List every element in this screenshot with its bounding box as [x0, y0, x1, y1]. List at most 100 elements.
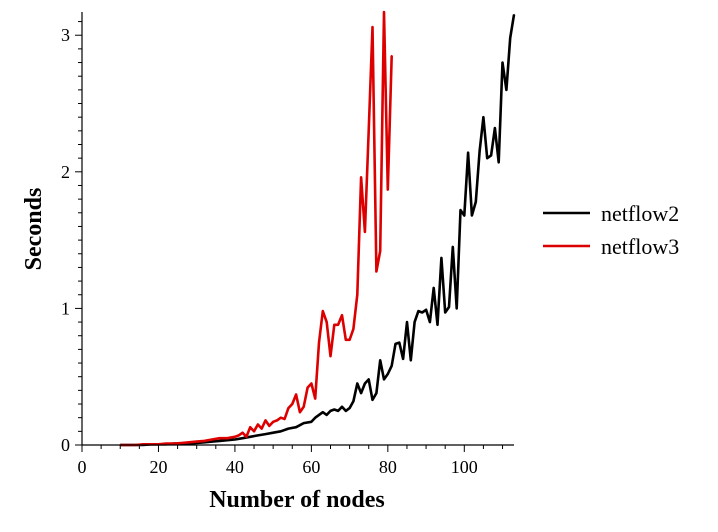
- data-point-netflow2: [272, 431, 275, 434]
- data-point-netflow3: [295, 393, 297, 396]
- data-point-netflow3: [241, 431, 244, 434]
- data-point-netflow3: [364, 231, 366, 233]
- data-point-netflow2: [218, 440, 221, 442]
- data-point-netflow2: [280, 430, 282, 433]
- data-point-netflow2: [367, 378, 370, 381]
- data-point-netflow3: [283, 418, 286, 420]
- data-point-netflow3: [188, 441, 190, 444]
- data-point-netflow3: [245, 436, 248, 438]
- data-point-netflow2: [364, 382, 366, 385]
- data-point-netflow2: [505, 89, 508, 91]
- data-point-netflow3: [264, 419, 267, 422]
- data-point-netflow2: [302, 422, 305, 424]
- y-tick-label: 0: [61, 435, 70, 455]
- data-point-netflow3: [257, 423, 259, 426]
- data-point-netflow2: [241, 437, 244, 440]
- data-point-netflow3: [390, 54, 393, 57]
- data-point-netflow3: [352, 328, 355, 330]
- data-point-netflow3: [371, 26, 374, 28]
- data-point-netflow2: [387, 373, 389, 375]
- data-point-netflow2: [417, 310, 420, 312]
- data-point-netflow2: [257, 434, 259, 437]
- data-point-netflow3: [379, 250, 382, 252]
- data-point-netflow2: [398, 341, 401, 344]
- data-point-netflow3: [302, 406, 305, 408]
- data-point-netflow2: [345, 410, 347, 412]
- data-point-netflow2: [325, 414, 328, 416]
- data-point-netflow2: [211, 440, 213, 443]
- data-point-netflow2: [406, 321, 408, 323]
- data-point-netflow3: [367, 130, 370, 132]
- data-point-netflow3: [287, 407, 290, 409]
- data-point-netflow2: [452, 246, 454, 248]
- data-point-netflow2: [348, 407, 351, 409]
- data-point-netflow3: [272, 421, 275, 423]
- data-point-netflow2: [310, 421, 313, 423]
- data-point-netflow2: [471, 214, 473, 217]
- data-point-netflow3: [348, 339, 351, 341]
- legend-label: netflow2: [601, 201, 679, 226]
- data-point-netflow3: [341, 314, 343, 317]
- data-point-netflow2: [501, 61, 504, 64]
- data-point-netflow2: [314, 416, 317, 419]
- y-tick-label: 1: [61, 298, 70, 318]
- data-point-netflow2: [413, 321, 416, 323]
- data-point-netflow3: [249, 426, 251, 429]
- data-point-netflow3: [345, 339, 347, 341]
- data-point-netflow2: [329, 410, 332, 412]
- data-point-netflow2: [467, 151, 469, 154]
- data-point-netflow2: [490, 154, 492, 157]
- data-point-netflow2: [356, 382, 359, 385]
- data-point-netflow3: [195, 440, 198, 443]
- data-point-netflow3: [318, 341, 320, 344]
- data-point-netflow3: [226, 437, 229, 440]
- data-point-netflow2: [341, 406, 343, 408]
- data-point-netflow3: [203, 440, 206, 442]
- data-point-netflow3: [234, 436, 236, 438]
- data-point-netflow2: [425, 309, 427, 311]
- data-point-netflow2: [440, 257, 443, 259]
- data-point-netflow2: [295, 426, 297, 429]
- data-point-netflow2: [436, 324, 439, 326]
- data-point-netflow2: [264, 433, 267, 435]
- x-tick-label: 100: [451, 457, 478, 477]
- data-point-netflow3: [280, 416, 282, 419]
- data-point-netflow2: [234, 438, 236, 441]
- data-point-netflow3: [299, 411, 301, 414]
- data-point-netflow3: [375, 270, 378, 273]
- data-point-netflow3: [337, 324, 339, 326]
- legend-label: netflow3: [601, 234, 679, 259]
- data-point-netflow3: [322, 310, 324, 312]
- data-point-netflow2: [375, 392, 378, 394]
- data-point-netflow3: [211, 438, 213, 441]
- data-point-netflow2: [249, 436, 251, 438]
- data-point-netflow2: [482, 116, 485, 118]
- series-netflow3: [119, 10, 393, 447]
- data-point-netflow3: [383, 11, 385, 13]
- x-tick-label: 80: [379, 457, 397, 477]
- data-point-netflow3: [356, 293, 359, 296]
- legend: netflow2 netflow3: [543, 201, 679, 259]
- data-point-netflow3: [180, 442, 183, 444]
- data-point-netflow2: [448, 306, 450, 308]
- data-point-netflow3: [276, 419, 278, 422]
- y-tick-label: 2: [61, 162, 70, 182]
- data-point-netflow3: [173, 442, 175, 445]
- data-point-netflow2: [402, 358, 404, 360]
- data-point-netflow2: [478, 150, 481, 153]
- data-point-netflow3: [253, 430, 255, 433]
- data-point-netflow2: [379, 359, 382, 362]
- data-point-netflow3: [291, 403, 294, 405]
- data-point-netflow2: [226, 439, 229, 442]
- data-point-netflow2: [322, 411, 324, 414]
- data-point-netflow3: [329, 355, 332, 358]
- y-axis-title: Seconds: [21, 188, 47, 271]
- data-point-netflow2: [371, 399, 374, 401]
- data-point-netflow3: [268, 425, 271, 427]
- data-point-netflow2: [429, 321, 431, 323]
- data-point-netflow2: [497, 161, 500, 164]
- data-point-netflow3: [314, 397, 317, 400]
- data-point-netflow2: [486, 157, 489, 159]
- data-point-netflow2: [333, 408, 336, 411]
